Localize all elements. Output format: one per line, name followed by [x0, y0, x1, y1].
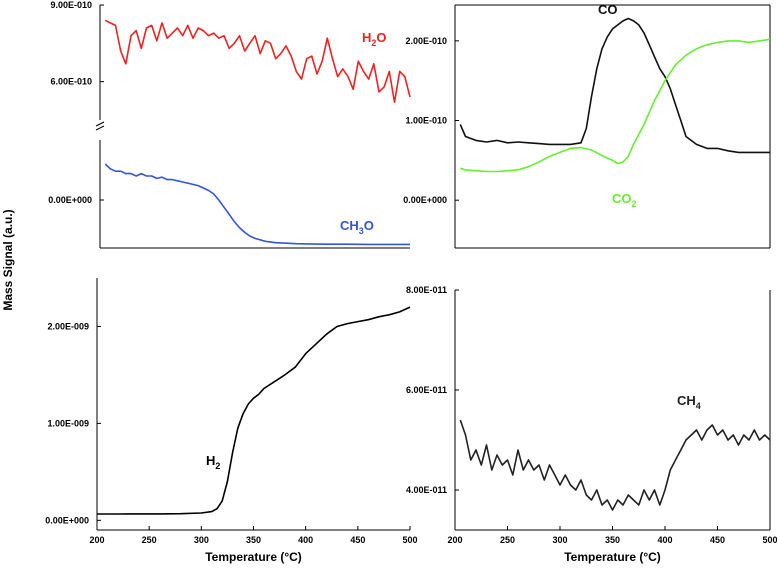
x-axis-title: Temperature (°C)	[564, 550, 661, 564]
x-tick-label: 300	[552, 535, 567, 545]
series-line-co	[459, 17, 770, 154]
panel-bottom-right: 8.00E-011 6.00E-011 4.00E-011 200 250 300 350 4…	[406, 285, 777, 564]
series-label-co: CO	[598, 2, 618, 17]
panels: 9.00E-010 6.00E-010 H2O 0.00E+000 CH3O 2.00E-…	[45, 0, 777, 564]
panel-top-left-lower: 0.00E+000 CH3O	[48, 140, 410, 249]
series-label-ch4: CH4	[677, 393, 701, 411]
x-tick-label: 350	[605, 535, 620, 545]
y-tick-label: 9.00E-010	[50, 0, 92, 10]
y-tick-label: 0.00E+000	[45, 515, 89, 525]
y-tick-label: 8.00E-011	[406, 285, 447, 295]
series-label-h2: H2	[206, 453, 220, 471]
x-tick-label: 400	[657, 535, 672, 545]
x-tick-label: 300	[194, 535, 209, 545]
x-tick-label: 450	[710, 535, 725, 545]
series-line-ch4	[459, 419, 771, 511]
series-label-co2: CO2	[612, 191, 637, 209]
x-tick-label: 350	[246, 535, 261, 545]
series-line-co2	[460, 38, 771, 173]
x-tick-label: 450	[350, 535, 365, 545]
y-tick-label: 6.00E-010	[50, 77, 92, 87]
axis-break-mark	[95, 125, 105, 131]
series-line-h2o	[104, 19, 411, 103]
x-tick-label: 250	[500, 535, 515, 545]
y-tick-label: 1.00E-009	[47, 418, 89, 428]
series-label-h2o: H2O	[362, 30, 387, 48]
panel-top-right: 2.00E-010 1.00E-010 0.00E+000 CO CO2	[403, 2, 771, 249]
x-tick-label: 400	[298, 535, 313, 545]
y-axis-title: Mass Signal (a.u.)	[1, 209, 15, 310]
y-tick-label: 4.00E-011	[406, 485, 447, 495]
y-tick-label: 0.00E+000	[403, 195, 447, 205]
axis-break-mark	[95, 121, 105, 127]
y-tick-label: 2.00E-009	[47, 321, 89, 331]
y-tick-label: 2.00E-010	[405, 36, 447, 46]
x-axis-title: Temperature (°C)	[205, 550, 302, 564]
y-tick-label: 6.00E-011	[406, 385, 447, 395]
x-tick-label: 250	[142, 535, 157, 545]
x-tick-label: 200	[89, 535, 104, 545]
x-tick-label: 200	[447, 535, 462, 545]
x-tick-label: 500	[762, 535, 777, 545]
y-tick-label: 0.00E+000	[48, 195, 92, 205]
series-line-h2	[97, 306, 411, 515]
panel-top-left-upper: 9.00E-010 6.00E-010 H2O	[50, 0, 411, 131]
series-line-ch3o	[104, 163, 410, 246]
x-tick-label: 500	[402, 535, 417, 545]
series-label-ch3o: CH3O	[340, 218, 374, 236]
y-tick-label: 1.00E-010	[405, 116, 447, 126]
